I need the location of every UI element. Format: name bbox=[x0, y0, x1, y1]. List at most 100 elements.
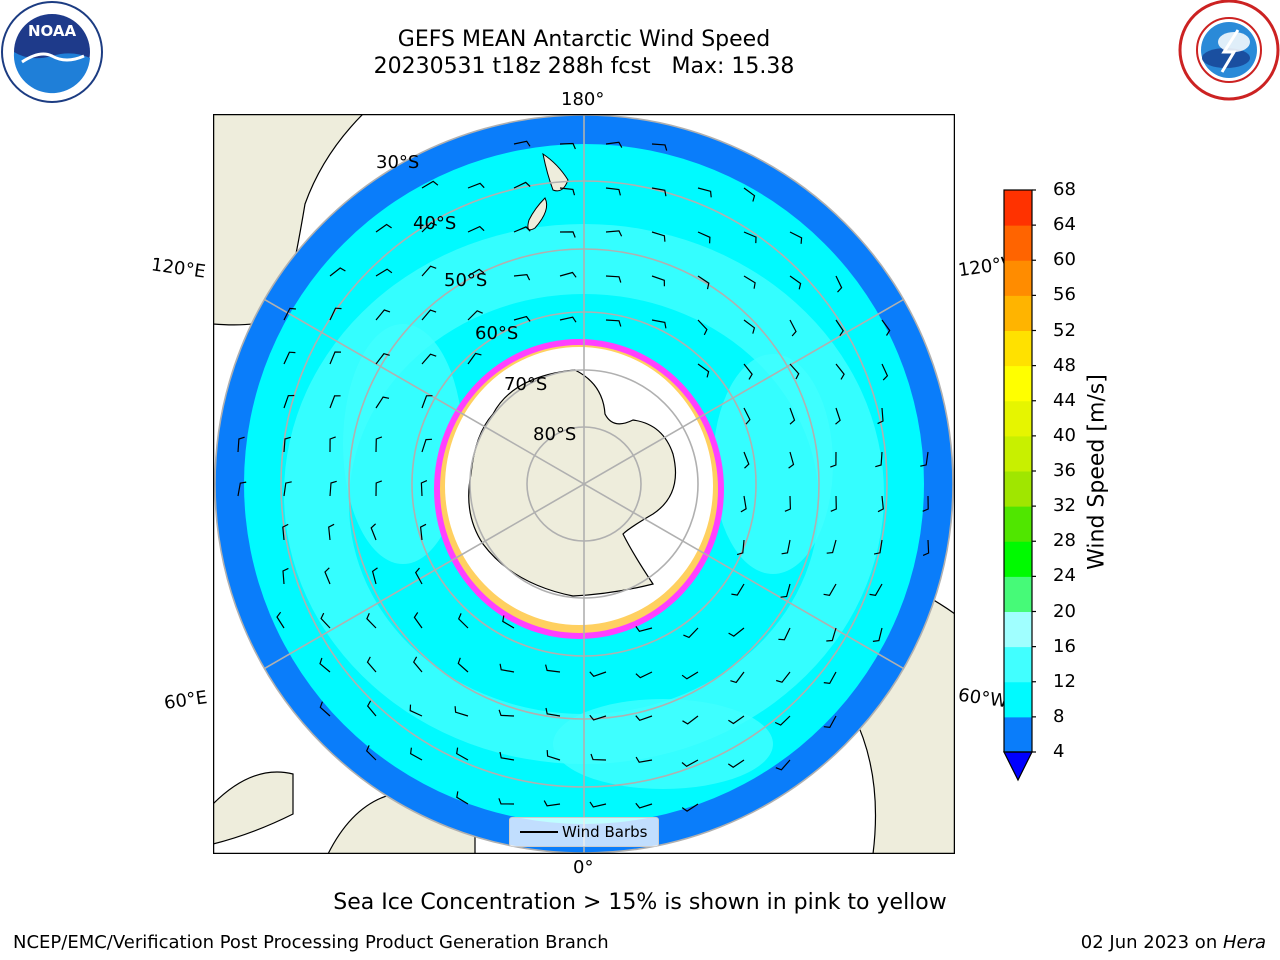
wind-barb bbox=[776, 671, 791, 683]
wind-barb bbox=[329, 267, 346, 277]
wind-barb bbox=[651, 319, 667, 329]
lat-label-30s: 30°S bbox=[376, 152, 420, 173]
wind-barb bbox=[881, 363, 889, 381]
sea-ice-caption: Sea Ice Concentration > 15% is shown in … bbox=[333, 890, 947, 915]
wind-barb bbox=[319, 657, 331, 673]
colorbar-segment bbox=[1004, 576, 1032, 612]
colorbar-segment bbox=[1004, 365, 1032, 402]
colorbar-tick-label: 56 bbox=[1053, 284, 1076, 306]
wind-barb bbox=[420, 480, 428, 497]
wind-barb bbox=[421, 309, 437, 321]
wind-barb bbox=[784, 495, 792, 512]
wind-barb bbox=[730, 671, 745, 684]
wind-barb bbox=[697, 231, 711, 244]
wind-barb bbox=[728, 627, 745, 637]
wind-barb bbox=[922, 539, 930, 556]
colorbar-tick-label: 36 bbox=[1053, 460, 1076, 481]
wind-barb bbox=[283, 436, 291, 453]
wind-barb bbox=[329, 480, 337, 497]
wind-barb bbox=[375, 309, 391, 321]
wind-barb bbox=[371, 567, 378, 585]
wind-barb bbox=[366, 613, 377, 629]
wind-barb bbox=[835, 363, 845, 380]
wind-barb bbox=[835, 275, 843, 293]
wind-barb bbox=[559, 316, 577, 323]
wind-barb bbox=[605, 230, 623, 237]
wind-barb bbox=[559, 187, 576, 196]
wind-barb bbox=[697, 319, 708, 336]
wind-barb bbox=[920, 451, 929, 467]
wind-barb bbox=[457, 613, 469, 629]
wind-barb bbox=[513, 181, 531, 189]
wind-barb bbox=[736, 539, 745, 556]
wind-barb bbox=[922, 495, 929, 512]
wind-barb bbox=[467, 182, 485, 189]
colorbar-segment bbox=[1004, 506, 1032, 542]
wind-barb bbox=[421, 353, 437, 365]
wind-barb bbox=[282, 523, 289, 541]
wind-barb bbox=[421, 180, 439, 189]
wind-barb bbox=[324, 567, 331, 585]
wind-barb bbox=[681, 803, 699, 812]
wind-barb bbox=[329, 395, 341, 409]
wind-barb bbox=[697, 363, 710, 378]
antarctica-land bbox=[468, 369, 677, 597]
wind-barb bbox=[605, 319, 622, 327]
colorbar-segment bbox=[1004, 435, 1032, 472]
wind-barb bbox=[743, 319, 756, 334]
wind-barb bbox=[375, 223, 392, 233]
wind-barb bbox=[499, 663, 515, 673]
lat-label-80s: 80°S bbox=[533, 424, 577, 445]
wind-barb bbox=[778, 627, 791, 641]
lon-label-60e: 60°E bbox=[162, 687, 209, 714]
wind-barb bbox=[590, 753, 607, 761]
legend-label: Wind Barbs bbox=[562, 823, 648, 841]
wind-barb bbox=[283, 351, 296, 365]
wind-barb bbox=[743, 187, 756, 202]
wind-barb bbox=[456, 747, 469, 761]
wind-barb bbox=[329, 351, 342, 365]
colorbar-segment bbox=[1004, 330, 1032, 367]
colorbar-tick-label: 12 bbox=[1053, 670, 1076, 692]
wind-barb bbox=[835, 407, 841, 425]
map-frame bbox=[213, 114, 955, 854]
wind-barb bbox=[605, 187, 621, 196]
colorbar-tick-label: 20 bbox=[1053, 600, 1076, 622]
wind-barb bbox=[456, 791, 469, 805]
wind-barb bbox=[727, 759, 745, 769]
wind-barb bbox=[823, 715, 837, 729]
wind-barb bbox=[419, 523, 427, 541]
wind-barb bbox=[781, 539, 791, 555]
wind-barb bbox=[375, 353, 390, 365]
wind-barb bbox=[283, 307, 296, 321]
wind-barb bbox=[830, 495, 837, 512]
wind-barb bbox=[329, 307, 342, 321]
wind-barb bbox=[651, 275, 665, 287]
wind-barb bbox=[513, 274, 531, 281]
lat-label-40s: 40°S bbox=[413, 213, 457, 234]
wind-barb bbox=[502, 615, 515, 629]
madagascar-land bbox=[213, 771, 294, 845]
colorbar-tick-label: 28 bbox=[1053, 530, 1076, 552]
wind-barb bbox=[740, 495, 747, 513]
wind-barb bbox=[789, 275, 802, 290]
wind-barb bbox=[835, 319, 844, 337]
wind-barb bbox=[454, 706, 469, 717]
wind-barb bbox=[681, 759, 699, 768]
graticule bbox=[215, 115, 953, 853]
wind-barb bbox=[780, 583, 791, 598]
wind-barb bbox=[683, 627, 699, 639]
colorbar-segment bbox=[1004, 225, 1032, 261]
wind-barb bbox=[788, 451, 795, 469]
wind-barb bbox=[559, 231, 576, 238]
wind-barb bbox=[513, 315, 531, 322]
wind-barb bbox=[651, 231, 666, 242]
wind-barb bbox=[545, 707, 561, 717]
wind-barb bbox=[697, 275, 710, 290]
wind-barb bbox=[869, 583, 883, 596]
lon-label-0: 0° bbox=[573, 857, 594, 878]
colorbar-label: Wind Speed [m/s] bbox=[1084, 374, 1110, 570]
footer-date: 02 Jun 2023 on Hera bbox=[1081, 932, 1266, 953]
wind-barb bbox=[498, 709, 515, 717]
wind-barb bbox=[731, 583, 745, 596]
